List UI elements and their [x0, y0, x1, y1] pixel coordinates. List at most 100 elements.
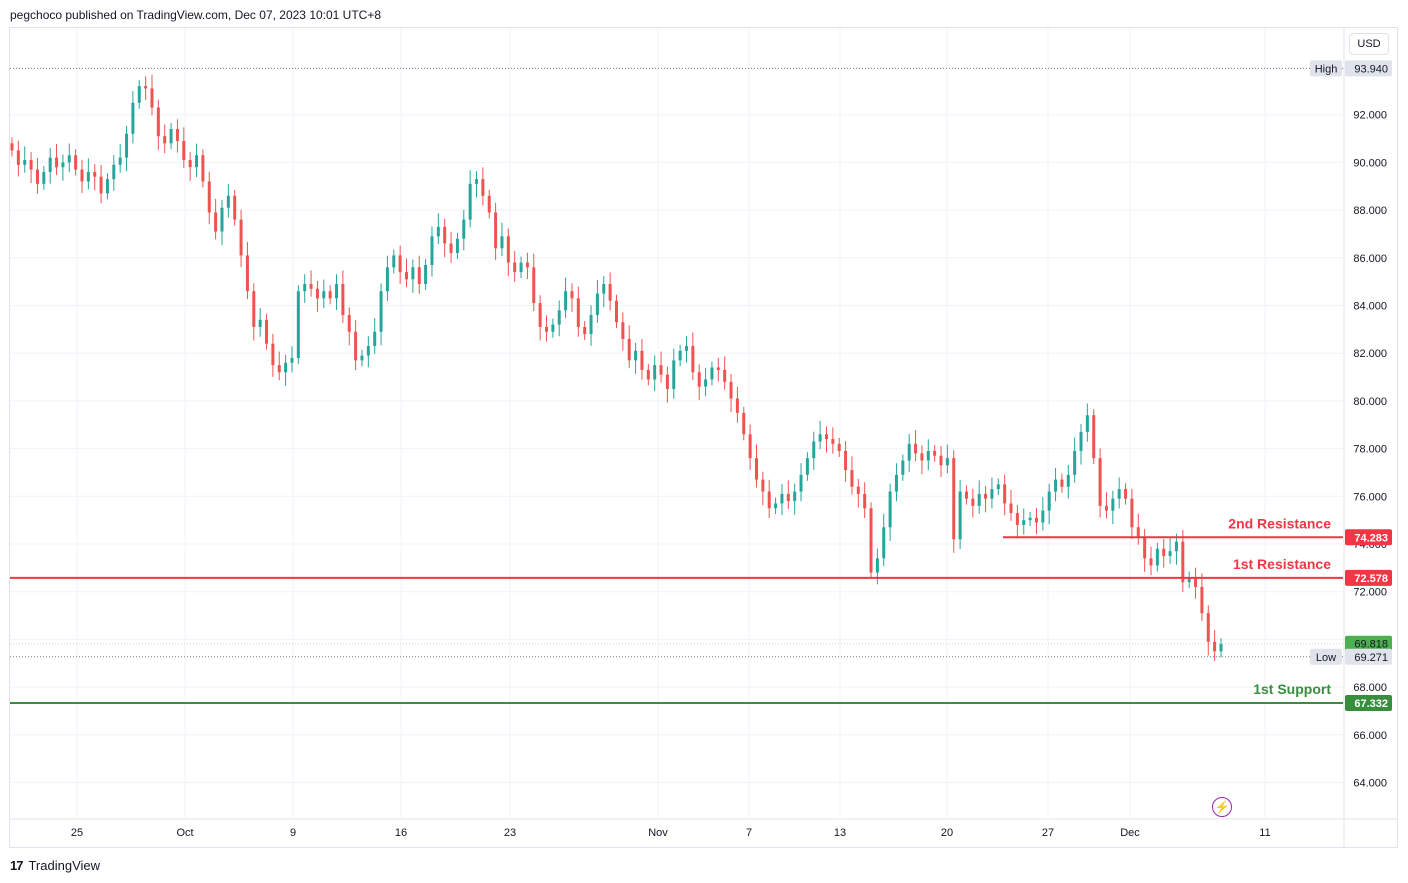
candle-body	[506, 236, 510, 263]
candle-body	[665, 374, 669, 389]
candle-body	[1213, 641, 1217, 652]
level-name-label: 2nd Resistance	[1228, 515, 1331, 531]
candle-body	[1060, 479, 1064, 487]
candle-body	[309, 284, 313, 289]
candle-body	[945, 458, 949, 466]
candle-body	[347, 315, 351, 332]
y-tick-label: 90.000	[1353, 157, 1387, 169]
candle-body	[710, 367, 714, 380]
candle-body	[653, 365, 657, 380]
candle-body	[93, 171, 97, 177]
candle-body	[729, 381, 733, 399]
level-price-tag	[1345, 569, 1392, 586]
x-tick-label: 13	[834, 827, 846, 839]
candle-body	[984, 493, 988, 499]
candle-body	[545, 326, 549, 332]
candle-body	[23, 160, 27, 165]
candle-body	[723, 369, 727, 382]
candle-body	[137, 86, 141, 103]
candle-body	[570, 291, 574, 299]
candle-body	[265, 319, 269, 344]
candle-body	[774, 503, 778, 509]
candle-body	[564, 291, 568, 311]
candle-body	[436, 226, 440, 237]
candle-body	[226, 195, 230, 208]
candle-body	[1079, 431, 1083, 451]
candle-body	[131, 102, 135, 134]
candle-body	[933, 450, 937, 456]
lightning-bolt-icon[interactable]: ⚡	[1212, 797, 1232, 817]
candle-body	[67, 155, 71, 163]
candle-body	[684, 346, 688, 351]
candle-body	[761, 479, 765, 492]
candle-body	[1054, 479, 1058, 492]
candle-body	[1104, 505, 1108, 511]
candle-body	[869, 508, 873, 573]
y-tick-label: 66.000	[1353, 730, 1387, 742]
candle-body	[220, 207, 224, 232]
x-tick-label: Oct	[176, 827, 193, 839]
candle-body	[303, 284, 307, 292]
candle-body	[424, 264, 428, 285]
candle-body	[615, 300, 618, 323]
candle-body	[1034, 517, 1038, 523]
candle-body	[150, 88, 154, 108]
last-price-label: 69.818	[1354, 639, 1388, 651]
tradingview-logo-icon: 17	[10, 857, 24, 873]
candle-body	[379, 291, 383, 332]
candle-body	[583, 326, 587, 335]
y-tick-label: 88.000	[1353, 205, 1387, 217]
candle-body	[487, 195, 491, 213]
candle-body	[863, 493, 867, 509]
candle-body	[373, 331, 377, 347]
candle-body	[888, 491, 892, 528]
candle-body	[1073, 450, 1077, 475]
candle-body	[35, 169, 39, 184]
candle-body	[1111, 498, 1115, 511]
candle-body	[875, 558, 879, 573]
candle-body	[1047, 491, 1051, 511]
candle-body	[716, 367, 720, 370]
candle-body	[366, 346, 370, 356]
candle-body	[1066, 474, 1070, 487]
candle-body	[315, 288, 319, 299]
currency-button[interactable]: USD	[1349, 33, 1389, 55]
candle-body	[882, 527, 886, 559]
candle-body	[411, 267, 415, 280]
candle-body	[532, 267, 536, 304]
candle-body	[1174, 541, 1178, 552]
candle-body	[914, 443, 918, 454]
candle-body	[1136, 527, 1140, 537]
candle-body	[939, 455, 943, 466]
candle-body	[258, 319, 262, 327]
candle-body	[360, 355, 364, 361]
candle-body	[1009, 503, 1013, 513]
candle-body	[818, 434, 822, 442]
y-tick-label: 92.000	[1353, 110, 1387, 122]
high-name-tag	[1310, 60, 1342, 77]
candle-body	[576, 298, 580, 327]
footer-brand[interactable]: 17 TradingView	[10, 856, 100, 874]
candle-body	[799, 474, 803, 492]
candle-body	[812, 441, 816, 459]
high-value-tag	[1345, 60, 1392, 77]
high-name-label: High	[1315, 63, 1338, 75]
candle-body	[398, 255, 402, 273]
candle-body	[48, 157, 52, 172]
candle-body	[780, 493, 784, 504]
candle-body	[837, 443, 841, 451]
candle-body	[1219, 644, 1223, 652]
candle-body	[1098, 458, 1102, 506]
x-tick-label: 27	[1042, 827, 1054, 839]
x-tick-label: 16	[395, 827, 407, 839]
candle-body	[207, 181, 211, 213]
candle-body	[1194, 577, 1198, 587]
level-name-label: 1st Support	[1253, 681, 1331, 697]
low-value-tag	[1345, 648, 1392, 665]
candle-body	[1168, 551, 1172, 556]
candle-body	[475, 179, 479, 184]
candle-body	[1206, 613, 1210, 642]
candle-body	[697, 372, 701, 387]
candle-body	[1155, 548, 1159, 566]
